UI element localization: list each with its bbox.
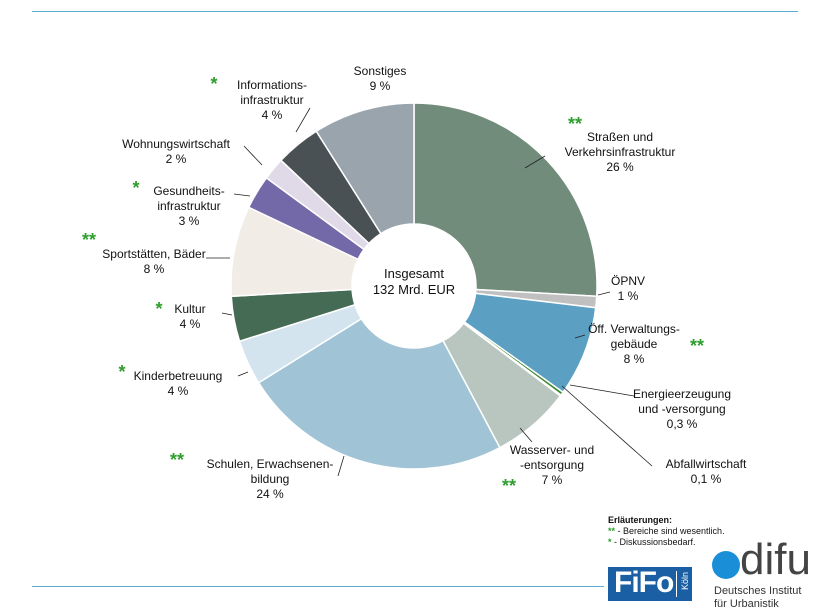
top-rule xyxy=(32,11,798,12)
difu-logo-dot xyxy=(712,551,740,579)
slice-0 xyxy=(413,102,598,298)
slice-name-label: infrastruktur xyxy=(157,199,220,213)
difu-logo-subtitle: Deutsches Institut für Urbanistik xyxy=(714,585,801,611)
legend-star-double: ** xyxy=(608,526,616,536)
leader-line xyxy=(243,145,263,166)
slice-percent-label: 0,3 % xyxy=(667,417,698,431)
leader-line xyxy=(337,455,345,477)
slice-name-label: Informations- xyxy=(237,78,307,92)
slice-percent-label: 26 % xyxy=(606,160,634,174)
slice-name-label: Energieerzeugung xyxy=(633,387,731,401)
single-star-marker: * xyxy=(155,299,162,319)
slice-percent-label: 8 % xyxy=(624,352,645,366)
slice-name-label: Abfallwirtschaft xyxy=(666,457,747,471)
slice-percent-label: 4 % xyxy=(180,317,201,331)
slice-name-label: Sportstätten, Bäder xyxy=(102,247,205,261)
slice-name-label: Öff. Verwaltungs- xyxy=(588,322,680,336)
legend-title: Erläuterungen: xyxy=(608,515,673,525)
slice-name-label: Wohnungswirtschaft xyxy=(122,137,230,151)
slice-percent-label: 24 % xyxy=(256,487,284,501)
legend-text-discussion: - Diskussionsbedarf. xyxy=(611,537,696,547)
double-star-marker: ** xyxy=(690,336,704,356)
slice-name-label: infrastruktur xyxy=(240,93,303,107)
slice-name-label: Kultur xyxy=(174,302,205,316)
bottom-rule xyxy=(32,586,604,587)
legend-star-single: * xyxy=(608,537,612,547)
double-star-marker: ** xyxy=(502,476,516,496)
slice-percent-label: 0,1 % xyxy=(691,472,722,486)
slice-percent-label: 4 % xyxy=(262,108,283,122)
leader-line xyxy=(597,291,611,296)
slice-percent-label: 7 % xyxy=(542,473,563,487)
slice-percent-label: 1 % xyxy=(618,289,639,303)
leader-line xyxy=(237,371,249,377)
slice-name-label: Verkehrsinfrastruktur xyxy=(565,145,676,159)
legend: Erläuterungen: ** - Bereiche sind wesent… xyxy=(608,515,725,548)
slice-percent-label: 3 % xyxy=(179,214,200,228)
leader-line xyxy=(569,384,635,397)
leader-line xyxy=(519,427,533,443)
slice-name-label: bildung xyxy=(251,472,290,486)
slice-name-label: Wasserver- und xyxy=(510,443,594,457)
slice-name-label: ÖPNV xyxy=(611,274,645,288)
center-label: 132 Mrd. EUR xyxy=(373,282,455,297)
single-star-marker: * xyxy=(132,178,139,198)
center-label: Insgesamt xyxy=(384,266,444,281)
slice-name-label: Sonstiges xyxy=(354,64,407,78)
slice-percent-label: 8 % xyxy=(144,262,165,276)
slice-name-label: Schulen, Erwachsenen- xyxy=(207,457,334,471)
slice-percent-label: 9 % xyxy=(370,79,391,93)
legend-item-discussion: * - Diskussionsbedarf. xyxy=(608,537,725,548)
leader-line xyxy=(574,334,586,339)
difu-subtitle-line: Deutsches Institut xyxy=(714,585,802,597)
leader-line xyxy=(295,107,311,133)
leader-line xyxy=(233,193,251,197)
leader-line xyxy=(221,312,233,316)
slice-percent-label: 2 % xyxy=(166,152,187,166)
slice-name-label: und -versorgung xyxy=(638,402,725,416)
leader-line xyxy=(524,155,546,169)
double-star-marker: ** xyxy=(82,230,96,250)
fifo-logo-text: FiFo xyxy=(614,566,674,599)
slice-name-label: Straßen und xyxy=(587,130,653,144)
difu-logo-word: difu xyxy=(740,535,811,584)
double-star-marker: ** xyxy=(568,114,582,134)
slice-13 xyxy=(315,102,415,235)
single-star-marker: * xyxy=(210,74,217,94)
fifo-logo: FiFo Köln xyxy=(608,566,692,601)
difu-subtitle-line: für Urbanistik xyxy=(714,598,779,610)
slice-name-label: Gesundheits- xyxy=(153,184,224,198)
legend-item-essential: ** - Bereiche sind wesentlich. xyxy=(608,526,725,537)
slice-percent-label: 4 % xyxy=(168,384,189,398)
slice-6 xyxy=(257,317,501,470)
double-star-marker: ** xyxy=(170,450,184,470)
leader-line xyxy=(561,385,653,467)
legend-text-essential: - Bereiche sind wesentlich. xyxy=(615,526,725,536)
slice-name-label: gebäude xyxy=(611,337,658,351)
slice-name-label: Kinderbetreuung xyxy=(134,369,223,383)
single-star-marker: * xyxy=(118,362,125,382)
slice-name-label: -entsorgung xyxy=(520,458,584,472)
fifo-logo-city: Köln xyxy=(680,572,690,591)
fifo-logo-divider xyxy=(676,571,677,597)
